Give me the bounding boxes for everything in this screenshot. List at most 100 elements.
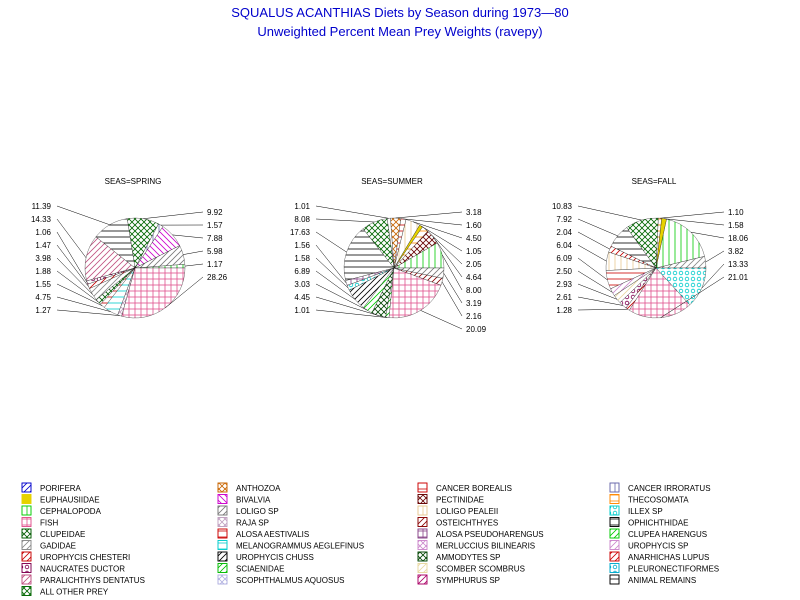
legend-label: CLUPEIDAE: [40, 530, 85, 539]
leader-line: [315, 244, 347, 284]
slice-value-label: 3.19: [466, 299, 482, 308]
legend-item: ANIMAL REMAINS: [609, 574, 696, 585]
slice-value-label: 7.88: [207, 234, 223, 243]
slice-value-label: 1.56: [294, 241, 310, 250]
leader-line: [165, 276, 204, 308]
pie-slice: FISH: 21.01: [629, 267, 691, 319]
leader-line: [664, 218, 725, 226]
legend-item: GADIDAE: [21, 540, 76, 551]
legend-swatch: [417, 563, 428, 573]
leader-line: [577, 270, 613, 293]
legend-item: BIVALVIA: [217, 494, 271, 505]
legend-label: CLUPEA HARENGUS: [628, 530, 707, 539]
legend-swatch: [21, 551, 32, 562]
leader-line: [412, 221, 463, 239]
slice-value-label: 6.09: [556, 254, 572, 263]
leader-line: [315, 309, 388, 318]
legend-item: NAUCRATES DUCTOR: [21, 563, 125, 574]
leader-line: [56, 244, 89, 287]
legend-label: UROPHYCIS CHESTERI: [40, 553, 130, 562]
legend-item: PECTINIDAE: [417, 494, 484, 505]
legend-swatch: [21, 586, 32, 596]
legend-swatch: [417, 517, 428, 527]
leader-line: [56, 309, 120, 316]
legend-label: ANIMAL REMAINS: [628, 576, 696, 585]
leader-line: [577, 296, 623, 306]
leader-line: [315, 205, 389, 219]
legend-item: ALOSA PSEUDOHARENGUS: [417, 528, 544, 539]
legend-label: CANCER BOREALIS: [436, 484, 512, 493]
legend-label: PORIFERA: [40, 484, 82, 493]
legend-item: RAJA SP: [217, 517, 269, 528]
legend-swatch: [609, 528, 620, 539]
leader-line: [577, 244, 607, 262]
pie-slice: CEPHALOPODA: 18.06: [655, 218, 705, 269]
legend-item: SYMPHURUS SP: [417, 574, 500, 585]
slice-value-label: 1.47: [35, 241, 51, 250]
legend-item: CEPHALOPODA: [21, 505, 102, 516]
legend-swatch: [217, 494, 228, 504]
slice-value-label: 8.00: [466, 286, 482, 295]
leader-line: [315, 231, 347, 253]
slice-value-label: 1.27: [35, 306, 51, 315]
legend-label: MERLUCCIUS BILINEARIS: [436, 542, 535, 551]
legend-label: ANARHICHAS LUPUS: [628, 553, 709, 562]
legend-swatch: [21, 574, 32, 585]
legend-label: LOLIGO PEALEII: [436, 507, 498, 516]
legend-item: ANARHICHAS LUPUS: [609, 551, 709, 562]
slice-value-label: 6.04: [556, 241, 572, 250]
slice-value-label: 1.01: [294, 202, 310, 211]
legend-item: UROPHYCIS SP: [609, 540, 688, 551]
legend-label: ALOSA PSEUDOHARENGUS: [436, 530, 544, 539]
legend-label: EUPHAUSIIDAE: [40, 496, 100, 505]
legend-swatch: [217, 563, 228, 573]
legend-swatch: [609, 551, 620, 562]
legend-label: ALL OTHER PREY: [40, 588, 109, 597]
legend-swatch: [21, 540, 32, 550]
slice-value-label: 1.58: [728, 221, 744, 230]
legend-label: SCOPHTHALMUS AQUOSUS: [236, 576, 344, 585]
slice-value-label: 28.26: [207, 273, 228, 282]
leader-line: [315, 283, 368, 311]
legend-label: FISH: [40, 519, 58, 528]
slice-value-label: 1.01: [294, 306, 310, 315]
leader-line: [660, 276, 725, 319]
chart-title: SQUALUS ACANTHIAS Diets by Season during…: [231, 5, 568, 20]
slice-value-label: 18.06: [728, 234, 749, 243]
pie-slice: FISH: 28.26: [121, 267, 186, 319]
leader-line: [143, 211, 204, 219]
leader-line: [443, 273, 463, 304]
slice-value-label: 21.01: [728, 273, 749, 282]
legend-swatch: [417, 574, 428, 585]
slice-value-label: 4.45: [294, 293, 310, 302]
leader-line: [432, 236, 463, 278]
leader-line: [172, 234, 204, 239]
legend-label: ANTHOZOA: [236, 484, 281, 493]
legend-swatch: [217, 517, 228, 527]
slice-value-label: 9.92: [207, 208, 223, 217]
legend-swatch: [609, 494, 620, 504]
slice-value-label: 1.06: [35, 228, 51, 237]
slice-value-label: 1.60: [466, 221, 482, 230]
slice-value-label: 4.50: [466, 234, 482, 243]
legend-label: CEPHALOPODA: [40, 507, 102, 516]
slice-value-label: 1.58: [294, 254, 310, 263]
slice-value-label: 1.17: [207, 260, 223, 269]
legend-swatch: [417, 494, 428, 504]
legend-label: OSTEICHTHYES: [436, 519, 498, 528]
legend-swatch: [21, 528, 32, 539]
legend-swatch: [217, 551, 228, 562]
legend-label: ALOSA AESTIVALIS: [236, 530, 309, 539]
legend-item: CLUPEA HARENGUS: [609, 528, 707, 539]
leader-line: [56, 296, 111, 312]
leader-line: [420, 225, 463, 252]
legend-label: CANCER IRRORATUS: [628, 484, 711, 493]
leader-line: [442, 254, 463, 291]
leader-line: [701, 263, 725, 289]
pie-title: SEAS=FALL: [632, 177, 677, 186]
legend-swatch: [609, 574, 620, 585]
leader-line: [315, 257, 349, 289]
pie-summer: SEAS=SUMMERCEPHALOPODA: 8.00PECTINIDAE: …: [290, 177, 487, 334]
slice-value-label: 20.09: [466, 325, 487, 334]
legend-swatch: [609, 505, 620, 516]
